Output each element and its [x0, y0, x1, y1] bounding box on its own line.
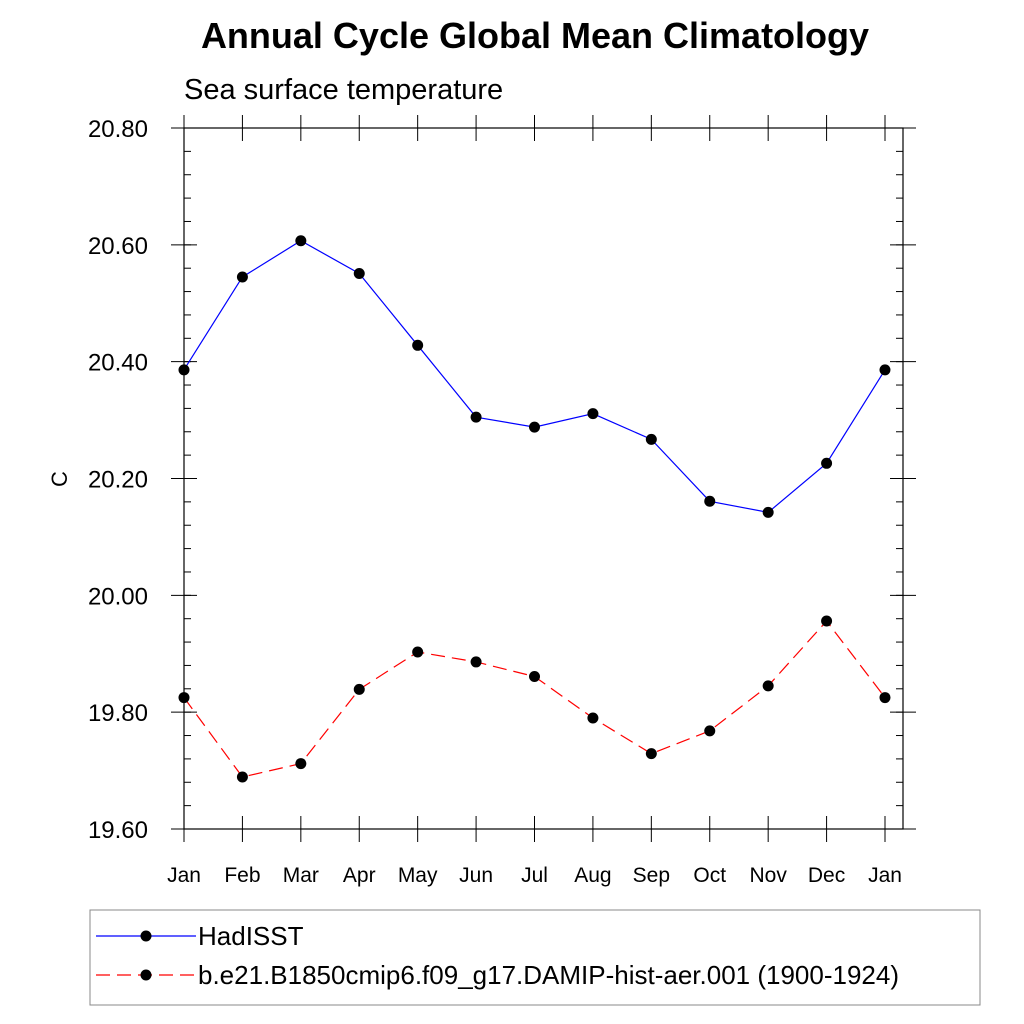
data-point	[470, 656, 482, 668]
data-point	[821, 615, 833, 627]
chart-title: Annual Cycle Global Mean Climatology	[201, 15, 869, 56]
y-tick-label: 20.20	[88, 467, 148, 494]
data-point	[762, 506, 774, 518]
data-point	[587, 712, 599, 724]
x-tick-label: Aug	[574, 864, 611, 887]
y-tick-label: 20.00	[88, 583, 148, 610]
x-tick-label: Mar	[283, 864, 319, 887]
x-tick-label: Nov	[749, 864, 787, 887]
chart-subtitle: Sea surface temperature	[184, 74, 503, 106]
data-point	[645, 748, 657, 760]
x-tick-label: Feb	[224, 864, 260, 887]
data-point	[821, 457, 833, 469]
y-tick-label: 20.60	[88, 233, 148, 260]
data-point	[236, 771, 248, 783]
legend-marker	[140, 969, 152, 981]
x-tick-label: Oct	[693, 864, 726, 887]
data-point	[295, 235, 307, 247]
y-ticks: 19.60 19.80 20.00 20.20 20.40 20.60 20.80	[88, 116, 916, 844]
plot-frame	[183, 127, 904, 830]
y-tick-label: 19.60	[88, 817, 148, 844]
data-point	[353, 267, 365, 279]
y-tick-label: 20.40	[88, 350, 148, 377]
series-line-1	[183, 240, 886, 514]
data-point	[645, 433, 657, 445]
x-ticks: Jan Feb Mar Apr May Jun Jul Aug Sep Oct Nov Dec Jan	[167, 115, 902, 887]
series-line-2	[183, 620, 886, 778]
data-point	[879, 364, 891, 376]
x-tick-label: Jan	[167, 864, 201, 887]
y-axis-label: C	[47, 471, 72, 487]
data-point	[236, 271, 248, 283]
data-point	[529, 671, 540, 683]
data-point	[587, 408, 599, 420]
legend: HadISST b.e21.B1850cmip6.f09_g17.DAMIP-hi…	[96, 921, 899, 990]
data-point	[704, 495, 716, 507]
legend-marker	[140, 930, 152, 942]
y-tick-label: 19.80	[88, 700, 148, 727]
legend-label: b.e21.B1850cmip6.f09_g17.DAMIP-hist-aer.…	[198, 960, 899, 990]
data-point	[704, 725, 716, 737]
data-point	[353, 683, 365, 695]
y-tick-label: 20.80	[88, 116, 148, 143]
data-point	[412, 646, 424, 658]
data-point	[470, 411, 482, 423]
x-tick-label: Apr	[343, 864, 376, 887]
legend-box	[89, 909, 981, 1006]
x-tick-label: Jan	[868, 864, 902, 887]
minor-ticks	[184, 127, 903, 830]
data-point	[178, 364, 190, 376]
data-point	[295, 758, 307, 770]
x-tick-label: Dec	[808, 864, 845, 887]
data-point	[178, 692, 190, 704]
x-tick-label: Jun	[459, 864, 493, 887]
series-layer	[178, 235, 891, 783]
data-point	[412, 339, 424, 351]
data-point	[529, 421, 540, 433]
x-tick-label: May	[398, 864, 438, 887]
x-tick-label: Jul	[521, 864, 548, 887]
legend-label: HadISST	[198, 921, 304, 951]
x-tick-label: Sep	[633, 864, 670, 887]
data-point	[762, 680, 774, 692]
data-point	[879, 692, 891, 704]
